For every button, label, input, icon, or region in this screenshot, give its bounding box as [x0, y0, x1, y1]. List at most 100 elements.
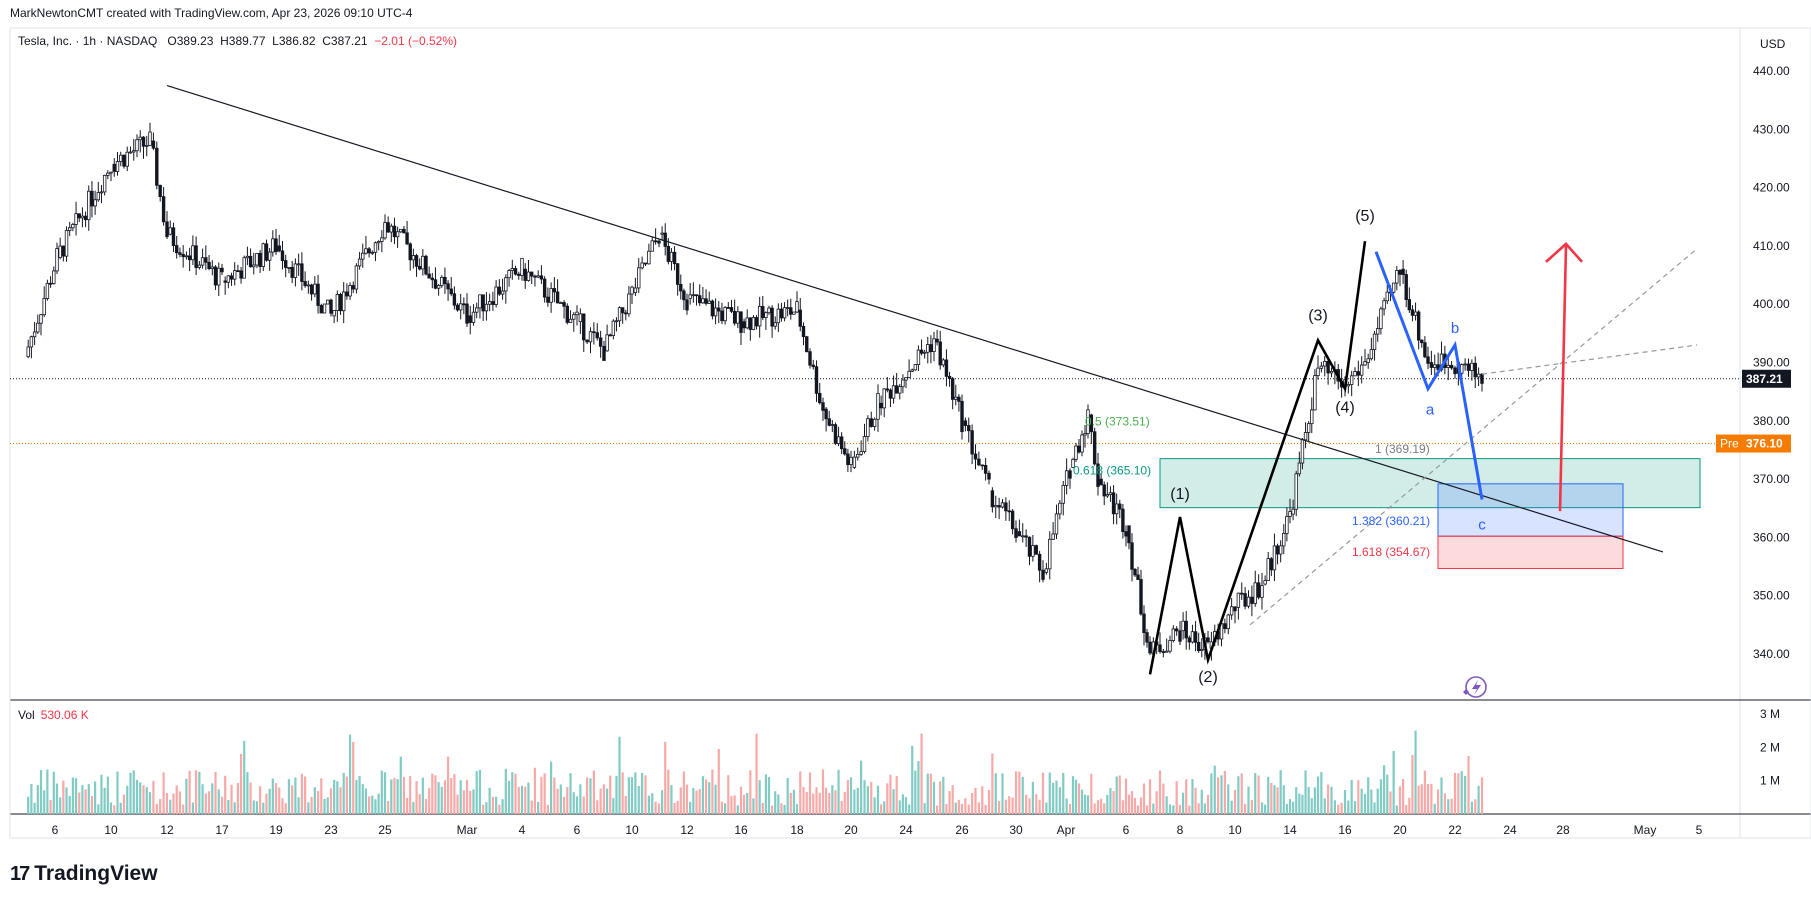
candle-body: [1382, 300, 1386, 310]
volume-bar: [621, 772, 624, 814]
volume-bar: [1343, 789, 1347, 814]
volume-bar: [182, 804, 185, 814]
candle-body: [1174, 628, 1179, 632]
symbol-name[interactable]: Tesla, Inc. · 1h · NASDAQ: [18, 34, 158, 48]
candle-body: [197, 264, 202, 268]
candle-body: [210, 266, 214, 269]
candle-body: [898, 386, 902, 394]
candle-body: [178, 252, 182, 255]
candle-body: [1391, 282, 1396, 293]
volume-bar: [165, 793, 169, 814]
volume-bar: [1096, 800, 1100, 814]
fib-level-label: 1.618 (354.67): [1352, 545, 1430, 559]
volume-legend: Vol 530.06 K: [18, 708, 89, 722]
volume-bar: [129, 772, 132, 814]
candle-body: [245, 255, 250, 259]
candle-body: [1353, 371, 1357, 377]
candle-body: [248, 255, 253, 268]
volume-bar: [1453, 772, 1457, 814]
candle-body: [1316, 367, 1320, 376]
time-tick-label: 17: [215, 823, 229, 837]
time-tick-label: 20: [844, 823, 858, 837]
candle-body: [1326, 360, 1330, 374]
candle-body: [1007, 510, 1011, 513]
candle-body: [568, 318, 573, 323]
candle-body: [640, 262, 644, 269]
volume-bar: [287, 779, 291, 814]
volume-bar: [1408, 797, 1411, 814]
volume-bar: [1376, 788, 1379, 814]
candle-body: [1064, 470, 1069, 486]
candle-body: [879, 402, 883, 409]
projection-arrowhead: [1545, 242, 1583, 263]
volume-bar: [255, 801, 259, 814]
time-tick-label: 10: [1228, 823, 1242, 837]
candle-body: [1021, 535, 1025, 538]
candle-body: [1449, 364, 1454, 369]
volume-bar: [837, 769, 840, 814]
volume-bar: [606, 788, 609, 814]
candle-body: [181, 254, 185, 258]
candle-body: [335, 294, 340, 311]
candle-body: [698, 295, 702, 304]
close-value: 387.21: [330, 34, 368, 48]
volume-bar: [889, 774, 892, 814]
candle-body: [710, 300, 715, 317]
volume-bar: [178, 791, 182, 814]
candle-body: [1323, 360, 1327, 367]
volume-bar: [1004, 799, 1007, 814]
candle-body: [242, 257, 246, 279]
candle-body: [552, 288, 557, 293]
volume-bar: [65, 787, 68, 814]
candle-body: [526, 271, 531, 281]
candle-body: [1446, 364, 1450, 368]
volume-bar: [68, 795, 71, 814]
volume-bar: [459, 780, 462, 814]
candle-body: [32, 331, 37, 338]
volume-bar: [81, 785, 84, 814]
volume-bar: [592, 770, 595, 814]
candle-body: [148, 131, 152, 146]
candle-body: [1017, 531, 1022, 537]
volume-bar: [352, 741, 355, 814]
volume-bar: [109, 802, 113, 814]
candle-body: [1004, 502, 1008, 512]
volume-bar: [236, 782, 239, 814]
volume-bar: [637, 785, 640, 814]
candle-body: [151, 140, 156, 149]
candle-body: [274, 238, 278, 253]
volume-bar: [630, 777, 634, 814]
volume-bar: [589, 778, 592, 814]
pre-market-tag-label-box: [1716, 434, 1742, 453]
tradingview-logo[interactable]: 17 TradingView: [10, 862, 158, 886]
candle-body: [80, 215, 85, 219]
volume-bar: [361, 783, 364, 814]
volume-bar: [1392, 750, 1395, 814]
tradingview-brand-text: TradingView: [34, 862, 158, 885]
volume-bar: [1247, 786, 1250, 814]
currency-label[interactable]: USD: [1760, 37, 1786, 51]
candle-body: [739, 311, 743, 333]
candle-body: [513, 268, 518, 275]
candle-body: [617, 307, 622, 322]
volume-bar: [1168, 804, 1172, 814]
time-tick-label: 28: [1556, 823, 1570, 837]
candle-body: [380, 237, 384, 242]
candle-body: [1379, 308, 1383, 330]
volume-bar: [599, 788, 602, 814]
candle-body: [1184, 620, 1188, 639]
candle-body: [891, 385, 896, 399]
candle-body: [1263, 580, 1267, 585]
volume-bar: [908, 804, 911, 814]
volume-bar: [834, 790, 837, 814]
volume-bar: [1323, 798, 1326, 814]
volume-bar: [1213, 765, 1216, 814]
volume-bar: [895, 775, 898, 814]
volume-bar: [1165, 796, 1168, 814]
candle-body: [598, 337, 603, 347]
volume-bar: [1480, 777, 1484, 814]
volume-bar: [1320, 772, 1323, 814]
volume-bar: [485, 802, 488, 814]
candle-body: [1223, 623, 1227, 630]
